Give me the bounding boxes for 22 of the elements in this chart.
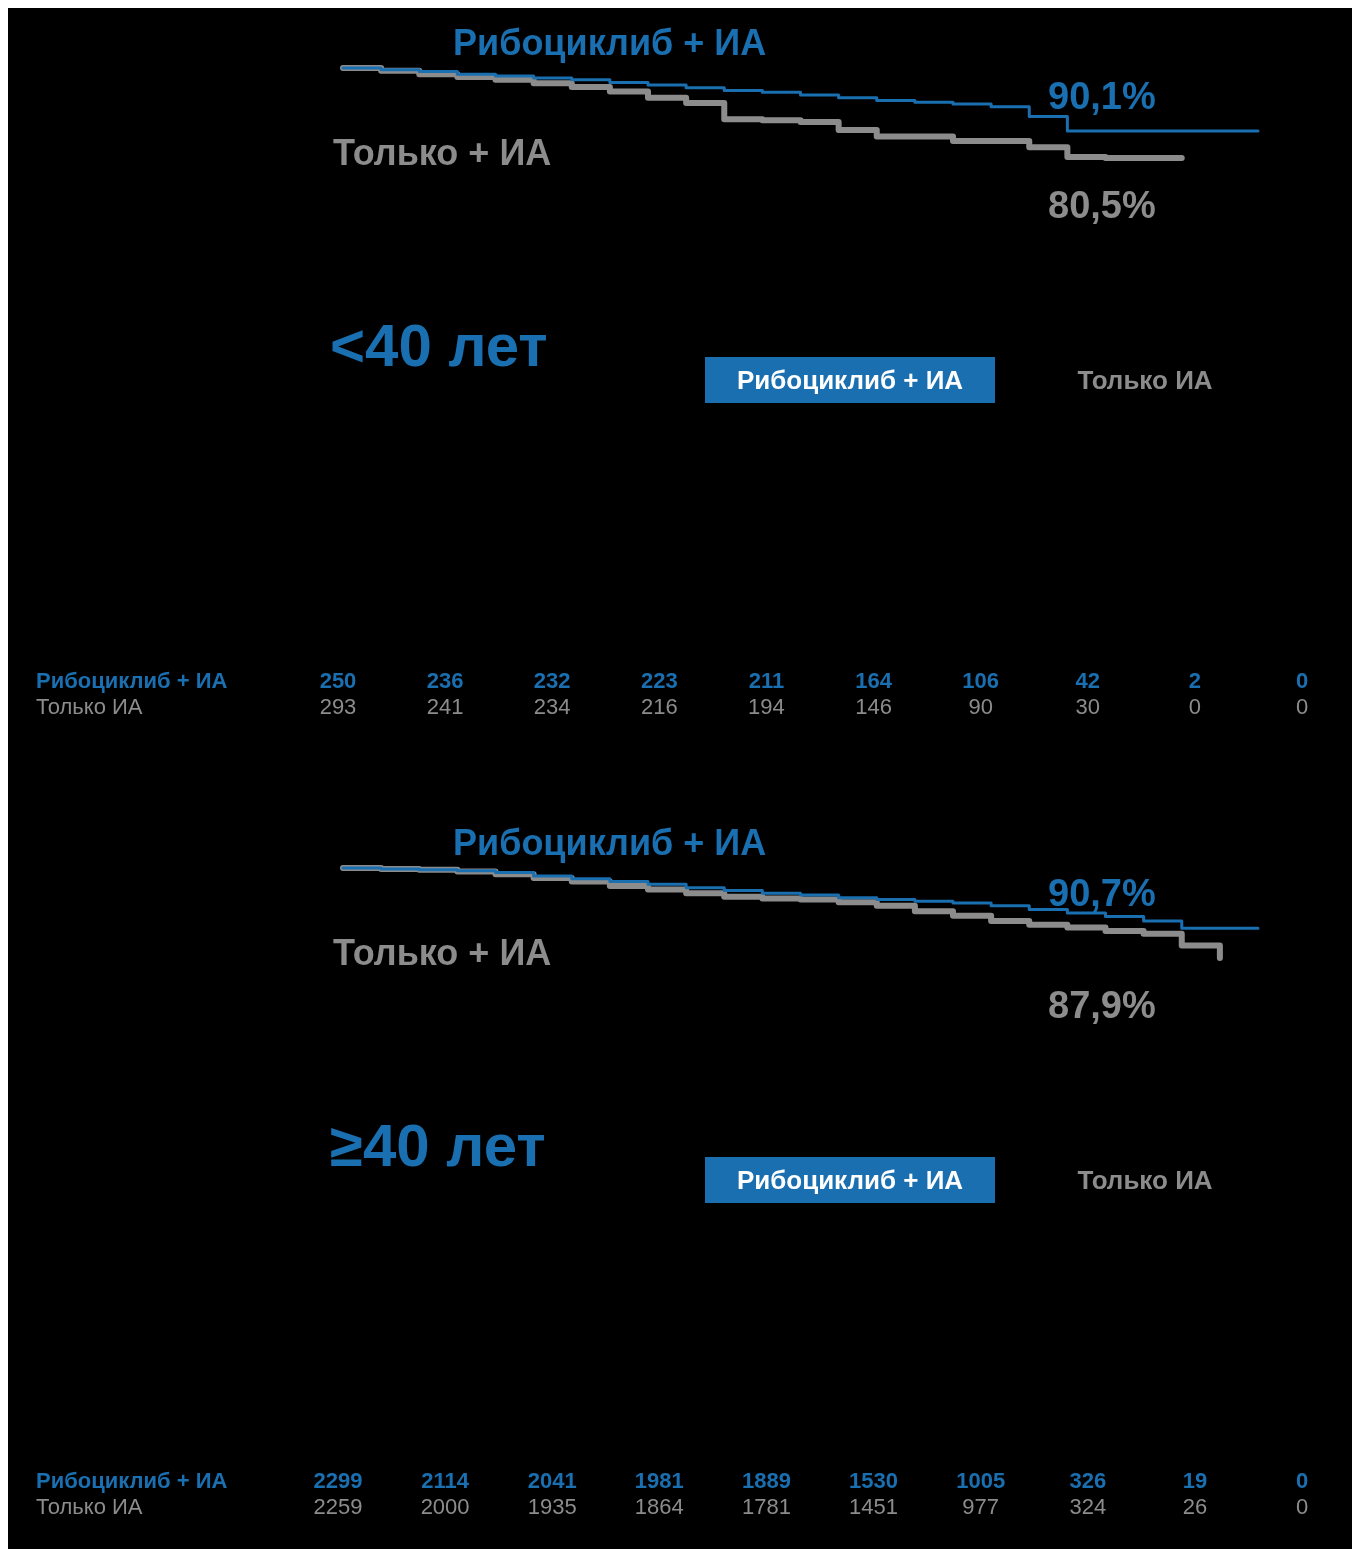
text: Рибоциклиб + ИА	[36, 668, 228, 693]
text: 2299 2114 2041 1981 1889 1530 1005 326 19 0	[313, 1468, 1309, 1493]
text: 87,9%	[1048, 984, 1156, 1026]
text: Рибоциклиб + ИА	[453, 22, 767, 63]
annotation: Только + ИА	[333, 932, 552, 973]
text: 80,5%	[1048, 184, 1156, 226]
text: Только ИА	[1077, 365, 1213, 395]
annotation: Только + ИА	[333, 132, 552, 173]
text: ≥40 лет	[330, 1112, 546, 1179]
annotation: 90,1%	[1048, 75, 1156, 117]
text: Рибоциклиб + ИА	[736, 365, 964, 395]
text: Рибоциклиб + ИА	[36, 1468, 228, 1493]
annotation: 90,7%	[1048, 872, 1156, 915]
text: Только ИА	[36, 694, 143, 719]
text: 250 236 232 223 211 164 106 42 2 0	[319, 668, 1309, 693]
text: Только ИА	[36, 1494, 143, 1519]
text: 293 241 234 216 194 146 90 30 0 0	[319, 694, 1309, 719]
text: 2259 2000 1935 1864 1781 1451 977 324 26 0	[313, 1494, 1309, 1519]
text: <40 лет	[330, 312, 548, 379]
text: Рибоциклиб + ИА	[453, 822, 767, 863]
text: Только ИА	[1077, 1165, 1213, 1195]
text: Рибоциклиб + ИА	[736, 1165, 964, 1195]
